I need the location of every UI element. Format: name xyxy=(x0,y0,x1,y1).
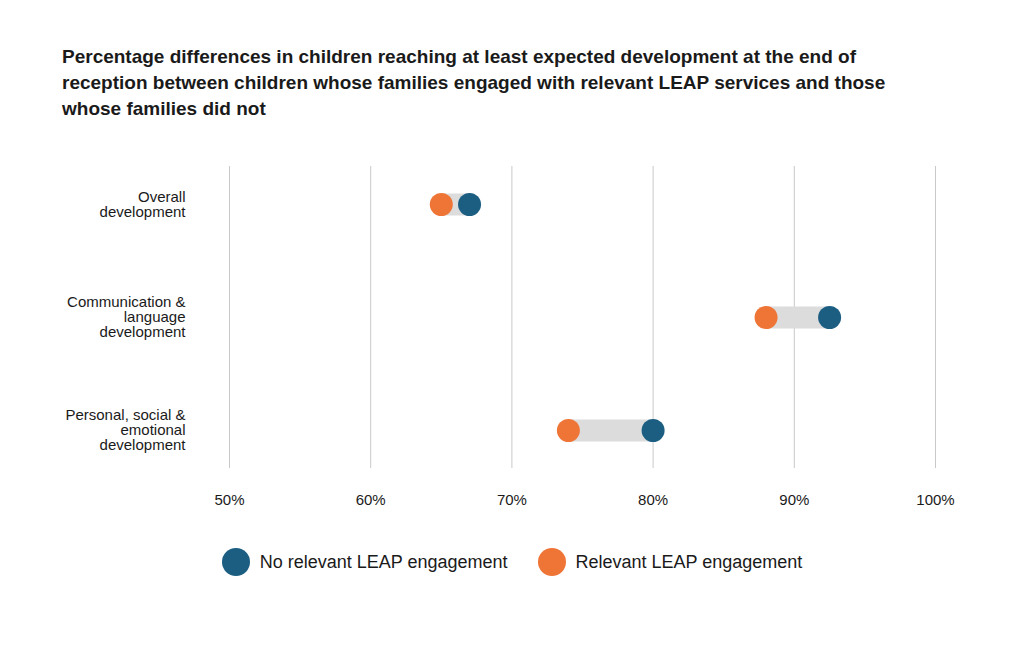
html-text:Percentage differences in chil: Percentage differences in children reach… xyxy=(62,46,886,119)
html-text:Relevant LEAP engagement: Relevant LEAP engagement xyxy=(575,551,803,572)
svg-text:70%: 70% xyxy=(497,491,527,508)
svg-text:60%: 60% xyxy=(356,491,386,508)
svg-text:80%: 80% xyxy=(638,491,668,508)
svg-text:Communication &languagedevelop: Communication &languagedevelopment xyxy=(67,293,186,340)
svg-text:50%: 50% xyxy=(214,491,244,508)
svg-text:100%: 100% xyxy=(916,491,954,508)
svg-text:90%: 90% xyxy=(779,491,809,508)
svg-text:Overalldevelopment: Overalldevelopment xyxy=(100,188,187,220)
svg-text:Personal, social &emotionaldev: Personal, social &emotionaldevelopment xyxy=(65,406,186,453)
html-text:No relevant LEAP engagement: No relevant LEAP engagement xyxy=(259,551,508,572)
